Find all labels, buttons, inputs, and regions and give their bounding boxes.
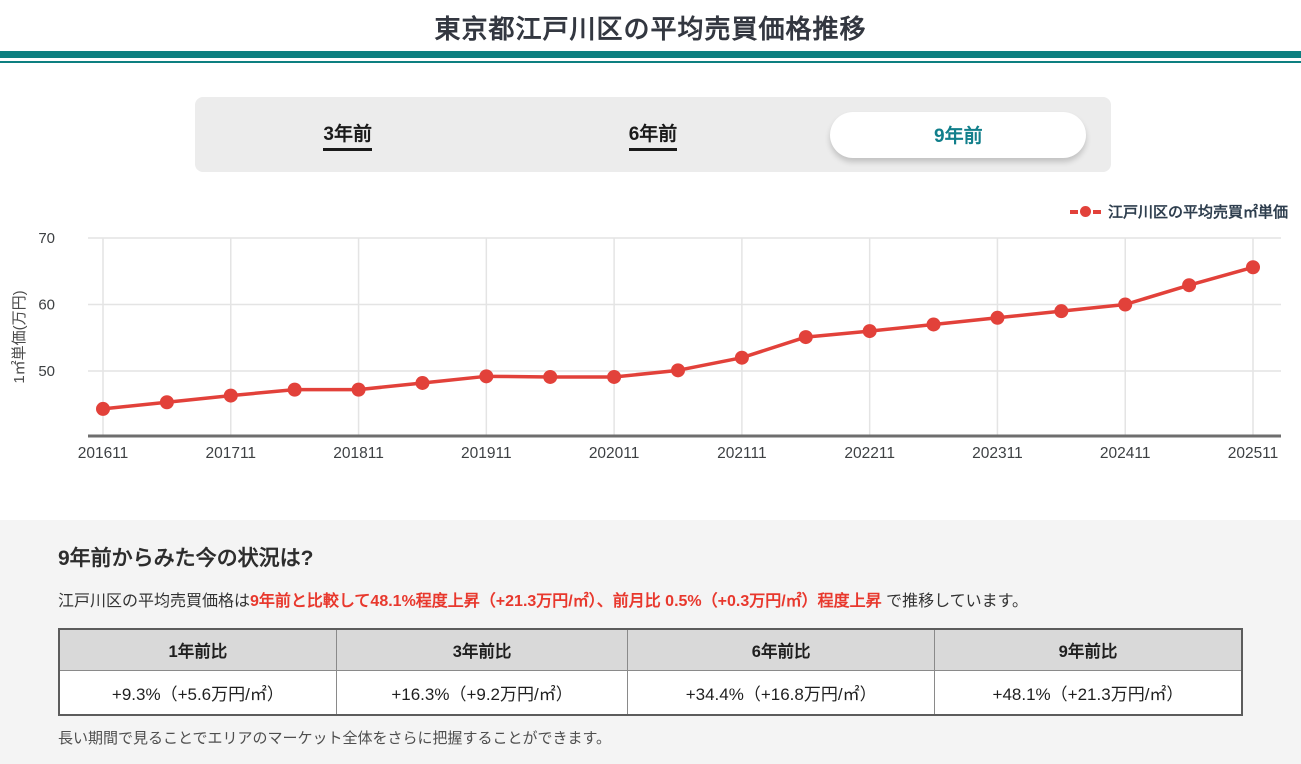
svg-text:70: 70 bbox=[38, 230, 55, 247]
svg-text:201711: 201711 bbox=[205, 445, 256, 462]
value-1yr-comparison: +9.3%（+5.6万円/㎡） bbox=[58, 670, 337, 716]
sentence-highlight: 9年前と比較して48.1%程度上昇（+21.3万円/㎡）、前月比 0.5%（+0… bbox=[250, 593, 882, 610]
data-point bbox=[159, 395, 174, 410]
summary-note: 長い期間で見ることでエリアのマーケット全体をさらに把握することができます。 bbox=[58, 730, 612, 747]
data-point bbox=[543, 369, 558, 384]
data-point bbox=[798, 330, 813, 345]
svg-text:201811: 201811 bbox=[333, 445, 384, 462]
summary-section: 9年前からみた今の状況は? 江戸川区の平均売買価格は9年前と比較して48.1%程… bbox=[0, 520, 1301, 764]
summary-heading: 9年前からみた今の状況は? bbox=[58, 547, 314, 570]
value-3yr-comparison: +16.3%（+9.2万円/㎡） bbox=[335, 670, 629, 716]
value-9yr-comparison: +48.1%（+21.3万円/㎡） bbox=[933, 670, 1243, 716]
comparison-table-value-row: +9.3%（+5.6万円/㎡） +16.3%（+9.2万円/㎡） +34.4%（… bbox=[58, 670, 1243, 716]
svg-text:202511: 202511 bbox=[1228, 445, 1279, 462]
svg-text:202411: 202411 bbox=[1100, 445, 1151, 462]
svg-text:60: 60 bbox=[38, 297, 55, 314]
svg-text:50: 50 bbox=[38, 363, 55, 380]
data-point bbox=[479, 369, 494, 384]
chart-legend: 江戸川区の平均売買㎡単価 bbox=[1069, 201, 1288, 222]
tab-zone-3yr: 3年前 bbox=[195, 119, 500, 151]
svg-text:202111: 202111 bbox=[717, 445, 766, 462]
data-point bbox=[1054, 304, 1069, 319]
data-point bbox=[223, 388, 238, 403]
tab-9-years-ago-label: 9年前 bbox=[934, 126, 983, 147]
comparison-table-header-row: 1年前比 3年前比 6年前比 9年前比 bbox=[58, 628, 1243, 671]
y-axis-title: 1㎡単価(万円) bbox=[11, 290, 28, 383]
data-point bbox=[862, 324, 877, 339]
header-9yr-comparison: 9年前比 bbox=[933, 628, 1243, 671]
page-title: 東京都江戸川区の平均売買価格推移 bbox=[434, 14, 867, 44]
svg-text:202011: 202011 bbox=[589, 445, 640, 462]
data-point bbox=[926, 317, 941, 332]
data-point bbox=[990, 310, 1005, 325]
value-6yr-comparison: +34.4%（+16.8万円/㎡） bbox=[627, 670, 935, 716]
svg-text:202311: 202311 bbox=[972, 445, 1023, 462]
summary-sentence: 江戸川区の平均売買価格は9年前と比較して48.1%程度上昇（+21.3万円/㎡）… bbox=[58, 587, 1243, 611]
svg-text:202211: 202211 bbox=[844, 445, 895, 462]
tab-3-years-ago[interactable]: 3年前 bbox=[323, 119, 372, 151]
legend-label: 江戸川区の平均売買㎡単価 bbox=[1107, 204, 1288, 221]
svg-text:201611: 201611 bbox=[78, 445, 129, 462]
page-header: 東京都江戸川区の平均売買価格推移 bbox=[0, 9, 1301, 46]
tab-zone-6yr: 6年前 bbox=[500, 119, 805, 151]
title-divider-bar bbox=[0, 51, 1301, 58]
header-3yr-comparison: 3年前比 bbox=[335, 628, 629, 671]
header-1yr-comparison: 1年前比 bbox=[58, 628, 337, 671]
data-point bbox=[734, 350, 749, 365]
data-point bbox=[1118, 297, 1133, 312]
data-point bbox=[1246, 260, 1260, 275]
tab-9-years-ago[interactable]: 9年前 bbox=[830, 111, 1087, 158]
svg-text:201911: 201911 bbox=[461, 445, 512, 462]
data-point bbox=[415, 375, 430, 390]
header-6yr-comparison: 6年前比 bbox=[627, 628, 935, 671]
data-point bbox=[287, 382, 302, 397]
data-point bbox=[96, 401, 110, 416]
data-point bbox=[671, 363, 685, 378]
sentence-suffix: で推移しています。 bbox=[881, 593, 1029, 610]
data-point bbox=[607, 369, 622, 384]
data-point bbox=[351, 382, 366, 397]
sentence-prefix: 江戸川区の平均売買価格は bbox=[58, 593, 251, 610]
period-tab-group: 3年前 6年前 9年前 bbox=[195, 97, 1111, 172]
title-divider-line bbox=[0, 61, 1301, 63]
price-trend-line-chart: 201611 201711 201811 201911 202011 202111 2022… bbox=[11, 230, 1281, 462]
data-point bbox=[1182, 278, 1197, 293]
legend-line-dot-icon bbox=[1069, 206, 1101, 217]
comparison-table: 1年前比 3年前比 6年前比 9年前比 +9.3%（+5.6万円/㎡） +16.… bbox=[58, 628, 1243, 716]
tab-zone-9yr: 9年前 bbox=[806, 111, 1111, 158]
tab-6-years-ago[interactable]: 6年前 bbox=[628, 119, 678, 151]
